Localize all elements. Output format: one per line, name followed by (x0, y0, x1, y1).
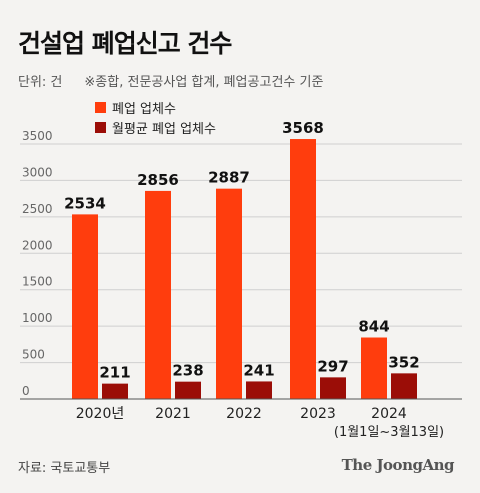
legend-item-secondary: 월평균 폐업 업체수 (95, 117, 216, 137)
y-tick-label: 3000 (22, 165, 53, 179)
brand-logo: The JoongAng (341, 456, 455, 474)
y-tick-label: 2500 (22, 202, 53, 216)
x-tick-label: 2022 (226, 406, 262, 422)
legend-label-primary: 폐업 업체수 (112, 101, 176, 117)
chart-note: ※종합, 전문공사업 합계, 폐업공고건수 기준 (84, 75, 324, 90)
legend-item-primary: 폐업 업체수 (95, 97, 216, 117)
y-tick-label: 1500 (22, 275, 53, 289)
bar-monthly-avg (320, 377, 346, 399)
data-label: 238 (172, 362, 203, 380)
unit-line: 단위: 건 ※종합, 전문공사업 합계, 폐업공고건수 기준 (18, 71, 323, 90)
data-label: 211 (99, 364, 130, 382)
bar-monthly-avg (246, 381, 272, 399)
unit-label: 단위: 건 (18, 75, 63, 90)
source-text: 자료: 국토교통부 (18, 461, 111, 476)
bar-closures (290, 139, 316, 399)
x-tick-sublabel: (1월1일~3월13일) (334, 425, 444, 440)
bar-closures (361, 337, 387, 399)
data-label: 844 (358, 318, 389, 336)
x-tick-label: 2021 (155, 406, 191, 422)
data-label: 2856 (137, 171, 179, 189)
legend-label-secondary: 월평균 폐업 업체수 (112, 121, 216, 137)
legend-swatch-primary (95, 101, 106, 113)
y-tick-label: 1000 (22, 311, 53, 325)
x-tick-label: 2023 (300, 406, 336, 422)
bar-monthly-avg (102, 383, 128, 399)
legend: 폐업 업체수 월평균 폐업 업체수 (95, 97, 216, 137)
data-label: 352 (388, 353, 419, 371)
bar-monthly-avg (391, 373, 417, 399)
data-label: 2887 (208, 169, 250, 187)
bar-closures (216, 188, 242, 399)
data-label: 297 (317, 357, 348, 375)
y-tick-label: 500 (22, 348, 45, 362)
bar-closures (72, 214, 98, 399)
bar-monthly-avg (175, 381, 201, 399)
legend-swatch-secondary (95, 121, 106, 133)
bar-closures (145, 190, 171, 399)
y-tick-label: 0 (22, 384, 30, 398)
x-tick-label: 2020년 (76, 406, 125, 422)
data-label: 241 (243, 361, 274, 379)
chart-title: 건설업 폐업신고 건수 (18, 29, 232, 58)
y-tick-label: 3500 (22, 129, 53, 143)
data-label: 3568 (282, 119, 324, 137)
y-tick-label: 2000 (22, 238, 53, 252)
x-tick-label: 2024 (371, 406, 407, 422)
data-label: 2534 (64, 194, 106, 212)
